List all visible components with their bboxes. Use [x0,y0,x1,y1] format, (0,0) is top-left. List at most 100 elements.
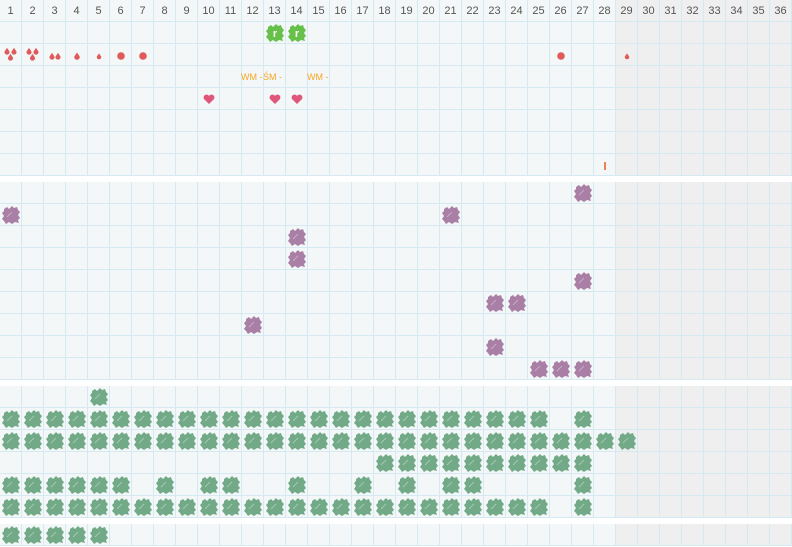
day-cell[interactable] [110,248,132,270]
day-cell[interactable] [638,496,660,518]
day-cell[interactable] [374,336,396,358]
day-cell[interactable] [550,408,572,430]
scribble-green-icon[interactable] [66,408,88,430]
day-cell[interactable] [616,154,638,176]
day-cell[interactable] [396,314,418,336]
day-cell[interactable] [418,524,440,546]
scribble-green-icon[interactable] [0,474,22,496]
day-cell[interactable] [418,474,440,496]
day-cell[interactable] [396,154,418,176]
day-cell[interactable] [462,336,484,358]
day-cell[interactable] [484,154,506,176]
scribble-green-icon[interactable] [484,408,506,430]
day-cell[interactable] [374,154,396,176]
day-cell[interactable] [110,386,132,408]
day-cell[interactable] [198,292,220,314]
scribble-green-icon[interactable] [0,430,22,452]
drop-icon[interactable] [66,44,88,66]
day-cell[interactable] [748,292,770,314]
day-cell[interactable] [462,182,484,204]
day-cell[interactable] [66,386,88,408]
day-cell[interactable] [264,386,286,408]
drop-icon[interactable] [616,44,638,66]
day-cell[interactable] [132,88,154,110]
scribble-green-icon[interactable] [462,452,484,474]
day-cell[interactable] [440,22,462,44]
day-cell[interactable] [110,292,132,314]
day-cell[interactable] [330,204,352,226]
day-cell[interactable] [506,110,528,132]
day-cell[interactable] [176,314,198,336]
day-cell[interactable] [0,248,22,270]
day-cell[interactable] [748,88,770,110]
day-cell[interactable] [704,22,726,44]
day-cell[interactable] [352,358,374,380]
day-cell[interactable] [726,430,748,452]
day-cell[interactable] [572,204,594,226]
day-cell[interactable] [462,88,484,110]
day-cell[interactable] [374,314,396,336]
day-cell[interactable] [66,88,88,110]
day-cell[interactable] [484,524,506,546]
day-cell[interactable] [396,336,418,358]
day-cell[interactable] [704,430,726,452]
day-cell[interactable] [264,452,286,474]
day-cell[interactable] [682,292,704,314]
day-cell[interactable] [286,386,308,408]
day-cell[interactable] [484,314,506,336]
day-cell[interactable] [242,154,264,176]
day-cell[interactable] [110,226,132,248]
day-cell[interactable] [154,336,176,358]
scribble-green-icon[interactable] [264,408,286,430]
day-cell[interactable] [110,110,132,132]
day-cell[interactable] [110,22,132,44]
day-cell[interactable] [638,430,660,452]
day-cell[interactable] [418,110,440,132]
day-cell[interactable] [396,66,418,88]
day-cell[interactable] [0,358,22,380]
day-cell[interactable] [528,66,550,88]
scribble-green-icon[interactable] [396,452,418,474]
day-cell[interactable] [506,204,528,226]
day-cell[interactable] [748,474,770,496]
day-cell[interactable] [660,204,682,226]
day-cell[interactable] [440,182,462,204]
day-cell[interactable] [440,110,462,132]
day-cell[interactable] [242,44,264,66]
scribble-green-icon[interactable] [484,430,506,452]
day-cell[interactable] [22,154,44,176]
day-cell[interactable] [396,132,418,154]
day-cell[interactable] [88,358,110,380]
day-cell[interactable] [506,270,528,292]
scribble-green-icon[interactable] [330,430,352,452]
scribble-green-icon[interactable] [396,430,418,452]
day-cell[interactable] [418,154,440,176]
day-cell[interactable] [44,22,66,44]
day-cell[interactable] [616,314,638,336]
day-cell[interactable] [374,524,396,546]
day-cell[interactable] [550,314,572,336]
day-cell[interactable] [396,524,418,546]
day-cell[interactable] [726,88,748,110]
scribble-green-icon[interactable] [220,430,242,452]
scribble-purple-icon[interactable] [550,358,572,380]
scribble-green-icon[interactable] [242,430,264,452]
day-cell[interactable] [594,132,616,154]
day-cell[interactable] [198,182,220,204]
scribble-green-icon[interactable] [462,408,484,430]
day-cell[interactable] [418,270,440,292]
day-cell[interactable] [374,292,396,314]
day-cell[interactable] [286,132,308,154]
heart-icon[interactable] [286,88,308,110]
day-cell[interactable] [704,66,726,88]
scribble-green-icon[interactable] [154,496,176,518]
dot-icon[interactable] [550,44,572,66]
day-cell[interactable] [154,110,176,132]
scribble-purple-icon[interactable] [506,292,528,314]
day-cell[interactable] [132,524,154,546]
day-cell[interactable] [154,292,176,314]
day-cell[interactable] [44,248,66,270]
day-cell[interactable] [396,22,418,44]
scribble-green-icon[interactable] [110,408,132,430]
day-cell[interactable] [0,452,22,474]
